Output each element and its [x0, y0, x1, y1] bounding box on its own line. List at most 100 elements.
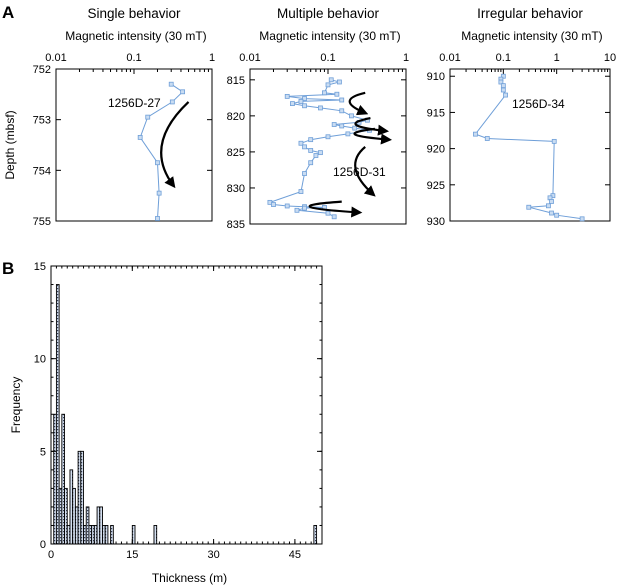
data-point [145, 114, 151, 120]
histogram-bar [131, 525, 136, 545]
data-point [322, 90, 327, 96]
data-point [302, 103, 307, 109]
data-point [500, 87, 506, 93]
data-point [503, 92, 508, 98]
y-tick-label: 5 [40, 446, 46, 458]
core-label: 1256D-34 [512, 97, 565, 111]
y-tick-label: 752 [33, 64, 51, 76]
y-tick-label: 754 [33, 165, 51, 177]
y-tick-label: 15 [34, 261, 46, 273]
core-label: 1256D-27 [108, 96, 161, 110]
data-point [325, 134, 331, 140]
x-axis-label: Thickness (m) [152, 571, 227, 585]
data-point [549, 210, 554, 216]
data-point [298, 189, 304, 194]
data-point [308, 137, 314, 143]
x-tick-label: 0.1 [320, 52, 335, 64]
y-tick-label: 0 [40, 539, 46, 551]
histogram-bar [80, 450, 84, 545]
x-tick-label: 1 [554, 52, 560, 64]
trend-arrow [353, 127, 392, 145]
data-point [302, 205, 307, 211]
x-tick-label: 45 [289, 549, 301, 561]
x-tick-label: 0.01 [239, 52, 260, 64]
data-point [554, 212, 560, 218]
data-point [298, 140, 304, 146]
data-point [308, 160, 314, 166]
y-tick-label: 920 [427, 144, 445, 156]
data-point [325, 82, 331, 88]
data-point [498, 79, 504, 85]
data-point [308, 148, 314, 153]
y-tick-label: 825 [227, 147, 245, 159]
data-point [271, 202, 276, 207]
data-point [318, 105, 323, 111]
y-tick-label: 815 [227, 75, 245, 87]
x-tick-label: 0.1 [496, 52, 511, 64]
data-point [551, 138, 557, 144]
x-tick-label: 0.01 [439, 52, 460, 64]
x-tick-label: 15 [126, 549, 138, 561]
y-tick-label: 835 [227, 219, 245, 231]
y-tick-label: 915 [427, 107, 445, 119]
data-point [334, 91, 340, 97]
data-point [328, 77, 334, 83]
data-point [155, 216, 160, 221]
thickness-histogram: 0 5 10 15 0 15 30 45 Thickness (m) Frequency [9, 261, 323, 585]
y-tick-label: 753 [33, 115, 51, 127]
data-point [284, 93, 290, 99]
data-point [325, 210, 331, 216]
y-axis-label: Depth (mbsf) [3, 110, 17, 179]
histogram-bar [55, 284, 60, 545]
histogram-bar [110, 525, 114, 545]
x-tick-label: 1 [403, 52, 409, 64]
data-point [546, 203, 551, 209]
data-point [579, 216, 585, 222]
data-point [484, 136, 490, 141]
panel-a-label: A [2, 3, 14, 22]
histogram-bar [64, 487, 68, 545]
plot-frame [449, 68, 611, 222]
histogram-bar [313, 525, 318, 545]
depth-profile-1: Single behavior Magnetic intensity (30 mT… [3, 6, 215, 228]
trend-arrow [354, 116, 390, 136]
x-axis-label: Magnetic intensity (30 mT) [65, 29, 206, 43]
trend-arrow [354, 146, 376, 197]
depth-profile-3: Irregular behavior Magnetic intensity (30… [427, 6, 616, 228]
x-tick-label: 0.1 [126, 52, 141, 64]
profile-title: Irregular behavior [477, 6, 583, 21]
y-tick-label: 910 [427, 71, 445, 83]
core-label: 1256D-31 [333, 165, 386, 179]
profile-title: Single behavior [87, 6, 181, 21]
data-point [331, 214, 337, 220]
data-point [137, 134, 143, 140]
depth-profile-2: Multiple behavior Magnetic intensity (30 … [227, 6, 409, 231]
data-point [352, 125, 358, 131]
x-tick-label: 30 [207, 549, 219, 561]
y-tick-label: 830 [227, 183, 245, 195]
panel-b-label: B [2, 259, 14, 278]
data-point [290, 101, 295, 107]
data-point [298, 99, 304, 104]
data-point [294, 207, 300, 213]
data-point [345, 131, 351, 137]
y-tick-label: 10 [34, 354, 46, 366]
y-axis-label: Frequency [9, 377, 23, 434]
histogram-bar [61, 413, 65, 545]
x-axis-label: Magnetic intensity (30 mT) [461, 29, 602, 43]
data-point [549, 199, 554, 204]
trend-arrow [348, 91, 369, 116]
data-point [156, 190, 162, 196]
histogram-bar [104, 525, 109, 545]
x-tick-label: 0.01 [45, 52, 66, 64]
x-axis-label: Magnetic intensity (30 mT) [259, 29, 400, 43]
data-point [284, 203, 290, 209]
data-point [526, 204, 532, 210]
data-point [169, 99, 175, 105]
data-point [302, 96, 307, 101]
x-tick-label: 1 [209, 52, 215, 64]
data-point [339, 123, 345, 129]
data-line [268, 79, 370, 218]
data-point [473, 131, 478, 137]
